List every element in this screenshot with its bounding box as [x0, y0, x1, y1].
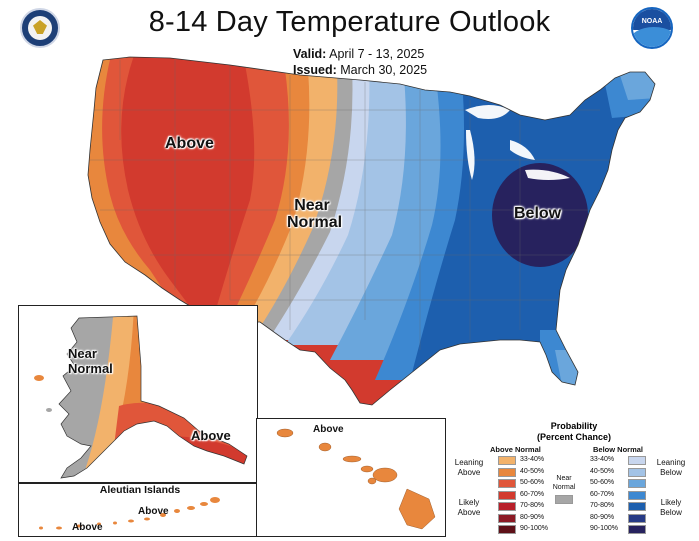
issued-date: Issued: March 30, 2025 [293, 63, 427, 77]
alaska-inset [18, 305, 258, 483]
above-legend-swatch [498, 502, 516, 511]
above-legend-range: 33-40% [520, 456, 545, 463]
below-legend-swatch [628, 467, 646, 477]
above-legend-range: 90-100% [520, 525, 549, 532]
hawaii-map [276, 428, 436, 530]
below-legend-row: 60-70% [590, 490, 650, 501]
above-legend-range: 80-90% [520, 513, 545, 521]
alaska-map [34, 315, 248, 479]
page-title: 8-14 Day Temperature Outlook [148, 6, 551, 38]
above-legend-row: 40-50% [498, 467, 558, 478]
hawaii-above-label: Above [313, 424, 344, 435]
above-legend-row: 50-60% [498, 479, 558, 489]
alaska-near-normal-label: Near Normal [68, 346, 113, 376]
legend: Probability (Percent Chance) Above Norma… [450, 418, 699, 540]
legend-leaning-below: Leaning Below [653, 458, 689, 478]
leaning-above-line1: Leaning [454, 458, 484, 467]
valid-label: Valid: [293, 47, 327, 61]
below-legend-swatch [628, 490, 646, 500]
near-normal-line1: Near [294, 197, 330, 214]
legend-title-line1: Probability [550, 421, 598, 431]
above-legend-row: 80-90% [498, 513, 558, 524]
above-legend-swatch [498, 490, 516, 500]
above-legend-row: 90-100% [498, 525, 558, 535]
below-legend-row: 80-90% [590, 513, 650, 524]
alaska-above-label: Above [191, 428, 231, 443]
above-legend-range: 40-50% [520, 467, 545, 475]
above-legend-row: 70-80% [498, 502, 558, 512]
below-legend-swatch [628, 479, 646, 488]
above-legend-row: 60-70% [498, 490, 558, 501]
aleutian-above-label-1: Above [138, 506, 169, 517]
issued-value: March 30, 2025 [340, 63, 428, 77]
legend-near-normal-swatch [555, 495, 573, 504]
leaning-below-line2: Below [660, 468, 682, 477]
below-legend-swatch [628, 456, 646, 465]
above-legend-range: 70-80% [520, 502, 545, 509]
valid-value: April 7 - 13, 2025 [329, 47, 425, 61]
above-legend-range: 60-70% [520, 490, 545, 498]
below-legend-swatch [628, 525, 646, 534]
above-region-label: Above [165, 135, 214, 152]
below-legend-range: 50-60% [590, 479, 615, 486]
above-legend-swatch [498, 479, 516, 488]
legend-below-header: Below Normal [593, 445, 644, 454]
leaning-below-line1: Leaning [656, 458, 686, 467]
below-legend-range: 60-70% [590, 490, 615, 498]
above-legend-swatch [498, 525, 516, 534]
below-legend-range: 80-90% [590, 513, 615, 521]
above-legend-row: 33-40% [498, 456, 558, 466]
above-legend-range: 50-60% [520, 479, 545, 486]
hawaii-inset [256, 418, 446, 537]
alaska-near-line1: Near [68, 346, 97, 361]
near-normal-line2: Normal [287, 214, 343, 231]
below-legend-range: 40-50% [590, 467, 615, 475]
near-normal-line1: Near [556, 475, 572, 482]
above-legend-swatch [498, 467, 516, 477]
issued-label: Issued: [293, 63, 337, 77]
legend-likely-above: Likely Above [452, 498, 486, 518]
above-legend-swatch [498, 513, 516, 523]
likely-below-line2: Below [660, 508, 682, 517]
below-legend-row: 40-50% [590, 467, 650, 478]
likely-above-line2: Above [457, 508, 481, 517]
below-legend-swatch [628, 513, 646, 523]
below-legend-row: 33-40% [590, 456, 650, 466]
below-region-label: Below [514, 205, 562, 222]
near-normal-line2: Normal [552, 484, 576, 491]
aleutian-map [39, 497, 220, 530]
below-legend-swatch [628, 502, 646, 511]
below-legend-row: 70-80% [590, 502, 650, 512]
below-legend-row: 90-100% [590, 525, 650, 535]
noaa-logo: NOAA [631, 7, 673, 49]
leaning-above-line2: Above [457, 468, 481, 477]
likely-above-line1: Likely [458, 498, 480, 507]
legend-above-header: Above Normal [490, 445, 541, 454]
legend-title: Probability (Percent Chance) [514, 421, 634, 443]
below-legend-range: 70-80% [590, 502, 615, 509]
legend-likely-below: Likely Below [653, 498, 689, 518]
aleutian-inset [18, 483, 258, 537]
likely-below-line1: Likely [660, 498, 682, 507]
department-of-commerce-logo [20, 8, 60, 48]
legend-title-line2: (Percent Chance) [536, 432, 612, 442]
below-legend-range: 90-100% [590, 525, 619, 532]
above-legend-swatch [498, 456, 516, 465]
valid-dates: Valid: April 7 - 13, 2025 [293, 47, 424, 61]
legend-leaning-above: Leaning Above [452, 458, 486, 478]
below-legend-range: 33-40% [590, 456, 615, 463]
alaska-near-line2: Normal [68, 361, 113, 376]
below-legend-row: 50-60% [590, 479, 650, 489]
legend-near-normal: Near Normal [551, 474, 577, 492]
aleutian-above-label-2: Above [72, 522, 103, 533]
near-normal-region-label: Near Normal [287, 197, 343, 231]
aleutian-title: Aleutian Islands [99, 484, 181, 496]
